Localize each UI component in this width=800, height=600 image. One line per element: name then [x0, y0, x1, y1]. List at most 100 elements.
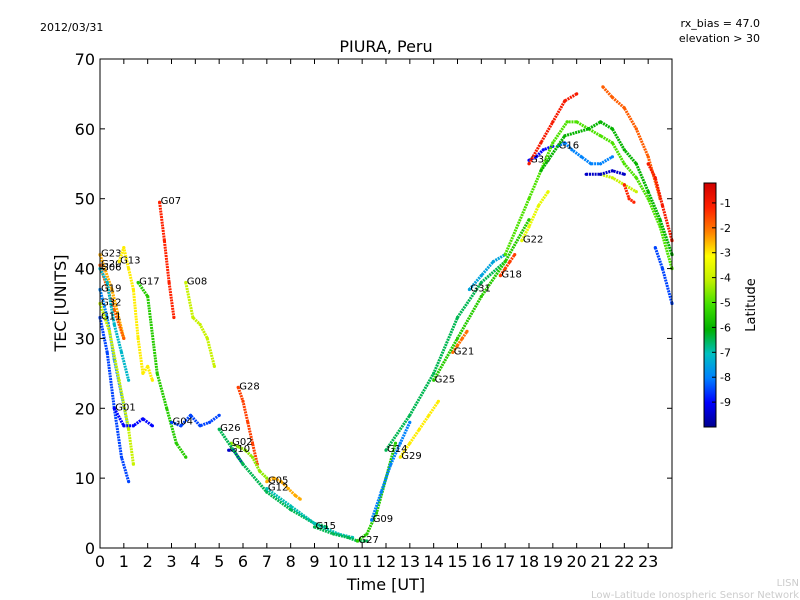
series-track-30: [527, 92, 579, 166]
data-point: [539, 169, 543, 173]
x-tick-label: 2: [143, 552, 153, 571]
data-point: [158, 200, 162, 204]
data-point: [436, 399, 440, 403]
data-point: [117, 260, 121, 264]
y-tick-label: 30: [75, 329, 95, 348]
series-g29: G29: [398, 399, 440, 462]
series-line: [601, 85, 662, 200]
data-point: [646, 155, 650, 159]
colorbar-tick-label: -6: [720, 321, 731, 334]
x-tick-label: 19: [543, 552, 563, 571]
data-point: [167, 280, 171, 285]
colorbar-tick-label: -4: [720, 272, 731, 285]
data-point: [627, 197, 631, 201]
satellite-label: G23: [101, 249, 121, 260]
data-point: [634, 190, 638, 194]
data-point: [398, 441, 402, 445]
colorbar-tick-label: -1: [720, 197, 731, 210]
data-point: [127, 480, 131, 484]
data-point: [622, 183, 626, 187]
data-point: [146, 364, 150, 368]
data-point: [646, 197, 650, 201]
data-point: [179, 424, 183, 428]
data-point: [610, 169, 615, 173]
series-line: [600, 172, 638, 193]
data-point: [432, 378, 436, 382]
series-line: [653, 247, 674, 304]
satellite-label: G16: [559, 140, 579, 151]
series-line: [356, 442, 397, 543]
data-point: [653, 176, 657, 180]
series-g02: G02: [229, 437, 269, 480]
satellite-label: G19: [101, 284, 121, 295]
data-point: [293, 494, 297, 498]
x-tick-label: 4: [190, 552, 200, 571]
data-point: [119, 350, 124, 354]
data-point: [150, 378, 154, 382]
x-tick-label: 16: [471, 552, 491, 571]
data-point: [575, 120, 579, 124]
x-axis: 0 1 2 3 4 5 6 7 8 9 10 11 12 13 14 15 16 17 18 19 20 21 22 23: [95, 59, 658, 571]
y-tick-label: 20: [75, 399, 95, 418]
data-point: [460, 336, 464, 340]
data-point: [265, 487, 269, 491]
satellite-label: G29: [401, 451, 421, 462]
satellite-label: G01: [115, 402, 135, 413]
series-g08: G08: [184, 277, 216, 368]
data-point: [610, 155, 615, 159]
data-point: [105, 350, 109, 354]
series-g15: G15: [312, 521, 369, 543]
data-point: [127, 378, 131, 382]
series-line: [236, 386, 259, 465]
data-point: [622, 172, 626, 176]
satellite-label: G14: [387, 444, 407, 455]
data-point: [598, 162, 603, 166]
data-point: [241, 399, 245, 403]
data-point: [527, 197, 531, 201]
data-point: [546, 190, 550, 194]
data-point: [565, 120, 569, 124]
series-line: [451, 330, 469, 354]
satellite-label: G13: [120, 256, 140, 267]
data-point: [541, 148, 545, 152]
data-point: [122, 424, 126, 428]
series-g09: G09: [370, 420, 412, 525]
data-point: [455, 315, 460, 320]
data-point: [601, 85, 605, 89]
data-point: [551, 141, 555, 145]
data-point: [243, 448, 247, 452]
data-point: [451, 350, 455, 354]
series-line: [586, 169, 625, 176]
data-point: [455, 343, 460, 347]
data-point: [236, 445, 240, 449]
data-point: [112, 406, 116, 410]
satellite-label: G08: [187, 277, 207, 288]
data-point: [575, 92, 579, 96]
series-line: [520, 190, 550, 242]
satellite-label: G04: [173, 416, 193, 427]
data-point: [184, 280, 188, 285]
series-g17: G17: [136, 277, 188, 459]
credit-long: Low-Latitude Ionospheric Sensor Network: [591, 590, 799, 600]
x-tick-label: 9: [309, 552, 319, 571]
colorbar-tick-label: -5: [720, 297, 731, 310]
data-point: [146, 294, 150, 299]
data-point: [191, 315, 195, 320]
series-g04: G04: [169, 413, 221, 428]
data-point: [527, 162, 531, 166]
data-point: [389, 462, 393, 466]
data-point: [272, 476, 276, 480]
data-point: [169, 420, 174, 424]
series-g16: G16: [556, 140, 615, 166]
data-point: [539, 141, 543, 145]
series-line: [499, 253, 516, 277]
data-point: [279, 480, 283, 484]
elevation-label: elevation > 30: [679, 32, 760, 45]
data-point: [165, 406, 169, 410]
data-point: [198, 322, 202, 327]
data-point: [465, 329, 469, 333]
series-line: [384, 260, 507, 452]
satellite-label: G20: [101, 259, 121, 270]
x-tick-label: 8: [286, 552, 296, 571]
satellite-label: G28: [239, 381, 259, 392]
